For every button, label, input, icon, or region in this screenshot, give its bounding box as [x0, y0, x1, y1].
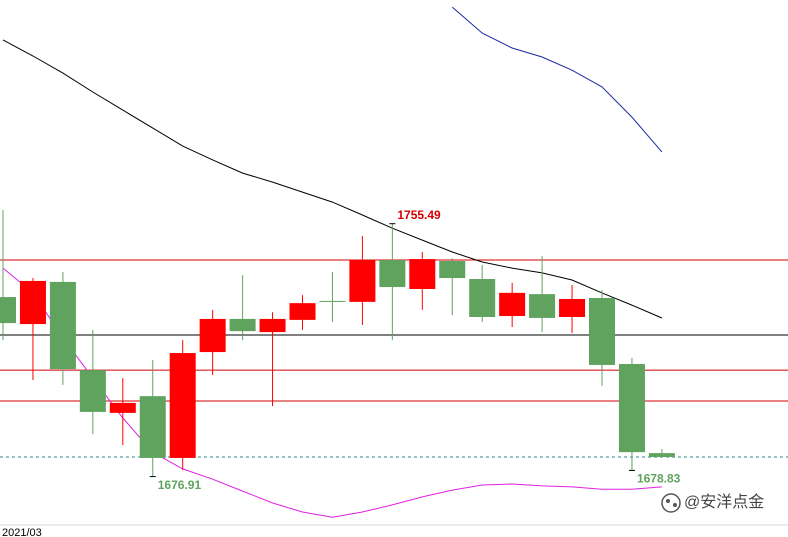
candle-body: [0, 297, 16, 324]
candle-body: [199, 318, 226, 353]
low-label: 1676.91: [158, 478, 202, 492]
moving-averages: [2, 6, 663, 518]
watermark-icon-dot: [666, 499, 670, 503]
watermark: @安洋点金: [661, 493, 764, 513]
high-label: 1755.49: [397, 208, 441, 222]
candle-body: [109, 402, 136, 413]
moving-average-line: [451, 6, 663, 153]
watermark-icon: [661, 493, 681, 513]
candle-body: [589, 298, 615, 365]
low-label: 1678.83: [637, 472, 681, 486]
candle-body: [648, 453, 675, 457]
candle-body: [469, 279, 496, 317]
candle-body: [139, 396, 166, 458]
candle-body: [229, 318, 256, 332]
candle-body: [19, 280, 46, 325]
candle-body: [259, 318, 286, 333]
candle-body: [379, 260, 406, 288]
watermark-icon-dot: [673, 503, 677, 507]
moving-average-line: [2, 39, 663, 319]
candles: 1676.91 1755.49 1678.83: [0, 208, 681, 492]
candle-body: [499, 292, 526, 317]
candle-body: [349, 260, 376, 302]
reference-lines: [0, 259, 788, 458]
candle-body: [289, 303, 316, 320]
candle-body: [409, 259, 436, 289]
candle-body: [439, 260, 466, 279]
candle-body: [559, 298, 586, 317]
candle-body: [49, 281, 76, 370]
x-tick-label: 2021/03: [2, 527, 42, 537]
candle-body: [618, 363, 645, 453]
candle-body: [319, 300, 346, 302]
candle-body: [79, 370, 106, 412]
watermark-text: @安洋点金: [684, 493, 764, 511]
candle-body: [529, 294, 556, 318]
candle-body: [169, 353, 196, 458]
